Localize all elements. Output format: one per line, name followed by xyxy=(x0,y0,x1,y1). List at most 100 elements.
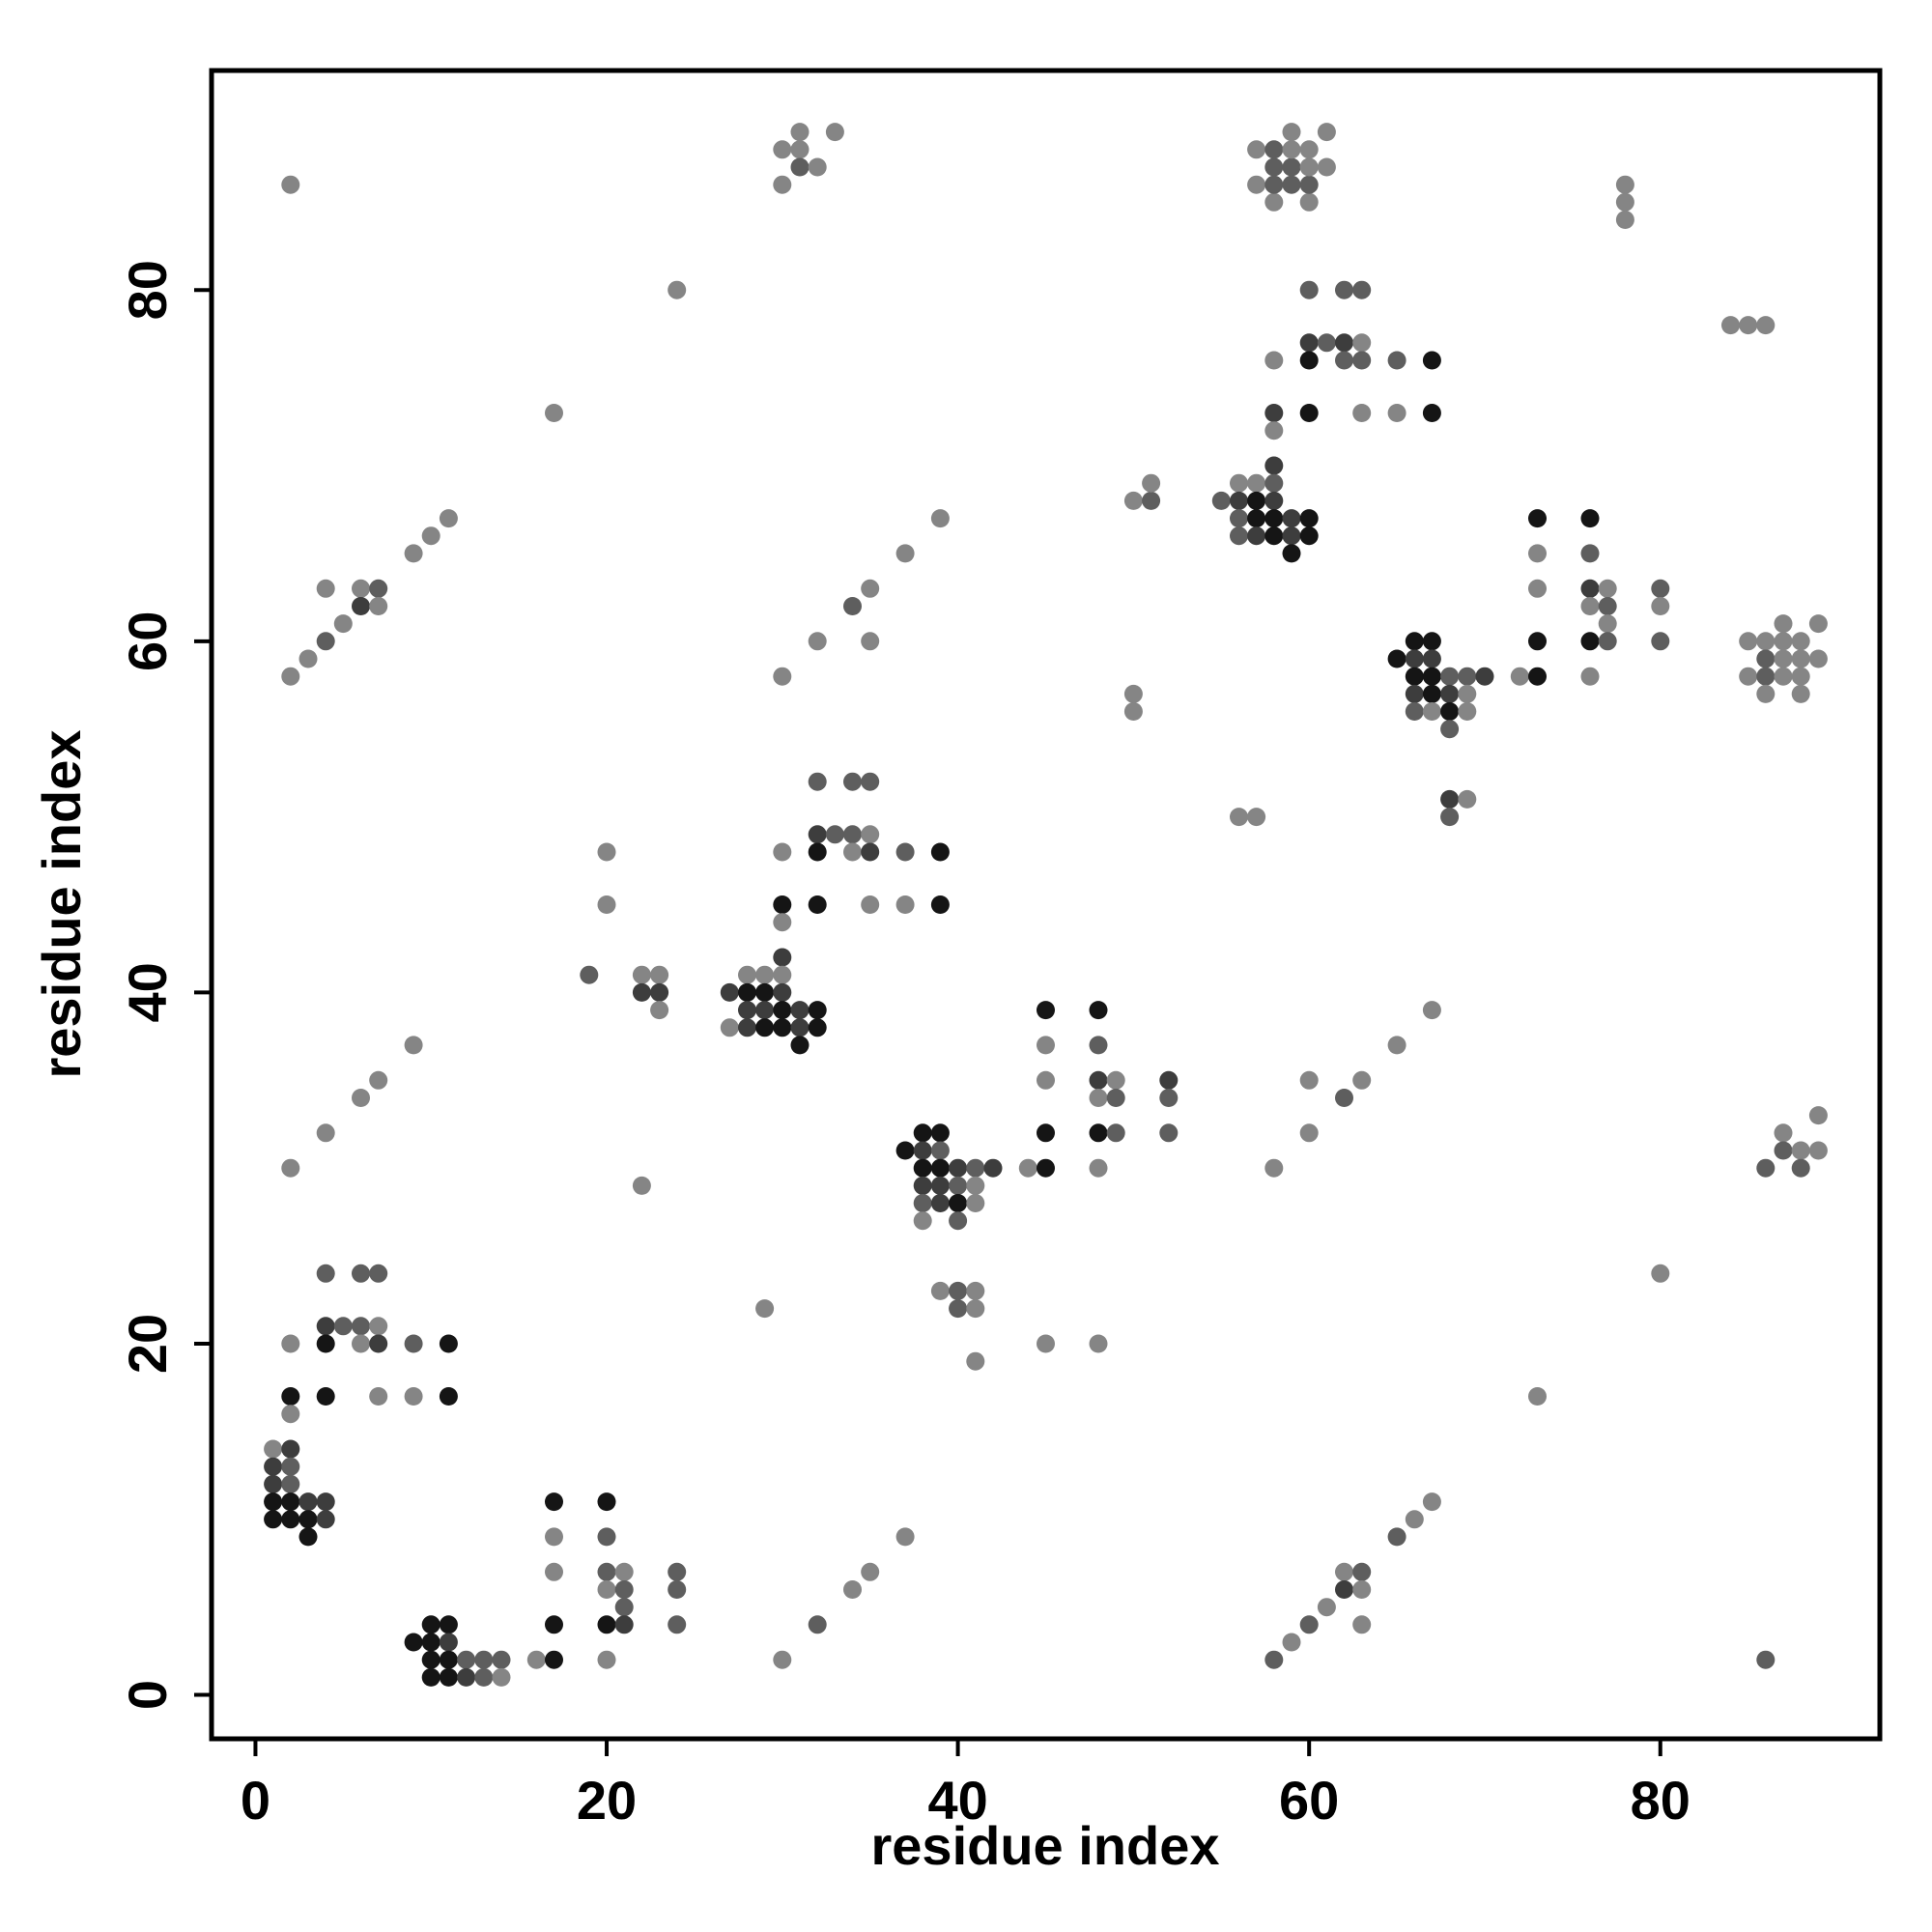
data-point xyxy=(1299,192,1319,212)
data-point xyxy=(369,1070,388,1090)
data-point xyxy=(352,579,370,598)
data-point xyxy=(281,1405,300,1424)
data-point xyxy=(281,1439,300,1459)
data-point xyxy=(1282,526,1301,546)
data-point xyxy=(580,965,599,984)
data-point xyxy=(1230,526,1248,546)
data-point xyxy=(1247,491,1266,510)
data-point xyxy=(1721,316,1740,335)
data-point xyxy=(281,1474,300,1493)
data-point xyxy=(1352,404,1372,422)
data-point xyxy=(1264,491,1284,510)
data-point xyxy=(650,982,669,1002)
data-point xyxy=(333,614,353,634)
data-point xyxy=(1651,597,1670,615)
data-point xyxy=(1264,140,1284,159)
data-point xyxy=(1739,632,1758,651)
data-point xyxy=(861,1562,880,1581)
data-point xyxy=(1615,175,1634,194)
data-point xyxy=(808,632,827,651)
data-point xyxy=(439,1334,458,1353)
data-point xyxy=(913,1194,932,1212)
data-point xyxy=(264,1474,283,1493)
data-point xyxy=(1791,1158,1810,1178)
data-point xyxy=(1264,509,1284,528)
data-point xyxy=(439,1633,458,1652)
data-point xyxy=(1387,1036,1406,1055)
data-point xyxy=(316,1334,335,1353)
data-point xyxy=(808,772,827,791)
data-point xyxy=(369,579,388,598)
data-point xyxy=(545,1615,563,1634)
data-point xyxy=(545,1492,563,1512)
data-point xyxy=(281,1158,300,1178)
data-point xyxy=(1387,649,1406,668)
data-point xyxy=(720,1018,739,1037)
data-point xyxy=(1791,1141,1810,1160)
data-point xyxy=(597,895,616,914)
x-axis: 0 20 40 60 80 xyxy=(241,1739,1690,1831)
data-point xyxy=(1317,333,1336,353)
data-point xyxy=(1247,175,1266,194)
data-point xyxy=(264,1510,283,1529)
data-point xyxy=(1142,473,1161,493)
data-point xyxy=(1528,579,1547,598)
data-point xyxy=(1230,808,1248,827)
data-point xyxy=(930,509,950,528)
data-point xyxy=(1651,632,1670,651)
data-point xyxy=(755,1299,775,1319)
data-point xyxy=(825,825,844,844)
data-point xyxy=(281,1492,300,1512)
data-point xyxy=(1440,808,1460,827)
data-point xyxy=(913,1211,932,1231)
data-point xyxy=(298,1510,318,1529)
data-point xyxy=(1405,632,1424,651)
data-point xyxy=(1352,1070,1372,1090)
data-point xyxy=(597,842,616,862)
data-point xyxy=(1440,684,1460,703)
data-point xyxy=(1598,597,1617,615)
data-point xyxy=(1299,1070,1319,1090)
data-point xyxy=(1018,1158,1037,1178)
data-point xyxy=(755,1018,775,1037)
data-point xyxy=(1123,491,1143,510)
data-point xyxy=(316,1510,335,1529)
data-point xyxy=(1598,614,1617,634)
data-point xyxy=(755,982,775,1002)
data-point xyxy=(421,1615,440,1634)
data-point xyxy=(1756,316,1776,335)
data-point xyxy=(1774,1123,1793,1143)
y-tick-label: 20 xyxy=(117,1314,178,1374)
y-axis: 0 20 40 60 80 xyxy=(117,260,212,1710)
data-point xyxy=(1615,192,1634,212)
data-point xyxy=(1580,509,1600,528)
data-point xyxy=(773,667,792,686)
data-point xyxy=(545,1650,563,1669)
data-point xyxy=(1335,1089,1353,1107)
data-point xyxy=(316,1387,335,1406)
data-point xyxy=(1159,1123,1179,1143)
data-point xyxy=(1510,667,1529,686)
data-point xyxy=(790,1036,810,1055)
data-point xyxy=(930,1281,950,1300)
data-point xyxy=(949,1299,968,1319)
data-point xyxy=(316,1317,335,1336)
data-point xyxy=(1317,157,1336,177)
y-tick-label: 60 xyxy=(117,611,178,671)
data-point xyxy=(1756,632,1776,651)
data-point xyxy=(1352,1615,1372,1634)
data-point xyxy=(843,597,862,615)
data-point xyxy=(668,1615,687,1634)
data-point xyxy=(333,1317,353,1336)
data-point xyxy=(1808,649,1828,668)
data-point xyxy=(298,1527,318,1547)
data-point xyxy=(930,1176,950,1195)
data-point xyxy=(369,1317,388,1336)
data-point xyxy=(1580,597,1600,615)
data-point xyxy=(1808,1106,1828,1125)
data-point xyxy=(298,1492,318,1512)
data-point xyxy=(1774,649,1793,668)
data-point xyxy=(1142,491,1161,510)
data-point xyxy=(1089,1070,1108,1090)
data-point xyxy=(352,1334,370,1353)
